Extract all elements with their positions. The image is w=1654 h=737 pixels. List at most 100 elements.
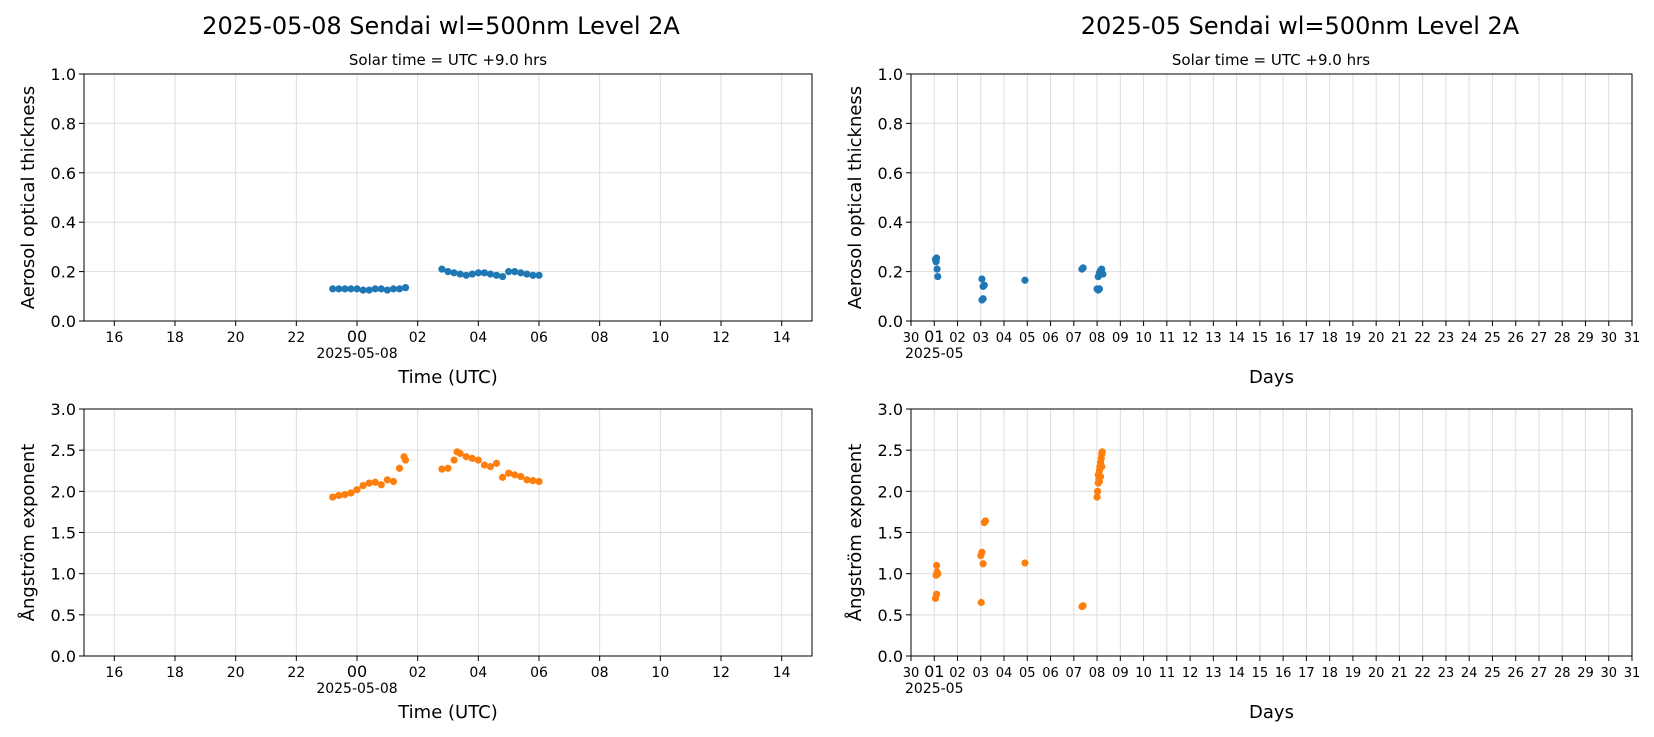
daily-angstrom-chart: 0.0 0.5 1.0 1.5 2.0 2.5 3.0 16 18 20 22 00 02 04 06 08 1…: [17, 400, 813, 723]
y-axis-label: Aerosol optical thickness: [18, 86, 39, 309]
data-point: [335, 285, 343, 293]
plot-frame: [910, 408, 1633, 657]
y-tick-label: 0.2: [51, 263, 76, 282]
x-tick-label: 20: [227, 665, 245, 681]
x-tick-label: 10: [651, 330, 669, 346]
monthly-aod-chart: 0.0 0.2 0.4 0.6 0.8 1.0 30 01 02 03 04 05 06 07 08 09 10…: [845, 65, 1640, 388]
data-point: [492, 459, 501, 467]
x-tick-label: 16: [105, 330, 123, 346]
data-point: [450, 269, 458, 277]
right-figure-title: 2025-05 Sendai wl=500nm Level 2A: [1081, 12, 1520, 40]
x-tick-label: 04: [996, 666, 1013, 681]
daily-aod-chart: 0.0 0.2 0.4 0.6 0.8 1.0 16 18 20 22 00 02 04 06 08 10 12…: [18, 65, 813, 388]
data-point: [359, 481, 367, 490]
x-tick-label: 22: [287, 330, 305, 346]
x-tick-label: 20: [227, 330, 245, 346]
data-point: [511, 268, 519, 276]
x-tick-label: 01: [924, 327, 944, 346]
x-tick-label: 13: [1205, 666, 1222, 681]
data-point: [1098, 463, 1106, 471]
data-point: [499, 272, 507, 281]
x-tick-label: 28: [1554, 666, 1571, 681]
data-point: [1096, 266, 1105, 274]
data-point: [389, 285, 397, 293]
right-subtitle: Solar time = UTC +9.0 hrs: [1172, 51, 1370, 69]
x-tick-label: 15: [1252, 331, 1269, 346]
data-point: [438, 465, 446, 473]
x-tick-label: 14: [773, 330, 791, 346]
x-tick-label: 10: [1135, 331, 1152, 346]
x-tick-label: 19: [1345, 331, 1362, 346]
x-tick-label: 27: [1531, 666, 1548, 681]
plot-frame: [910, 73, 1633, 322]
data-point: [1021, 276, 1029, 284]
x-tick-label: 11: [1159, 331, 1176, 346]
data-point: [529, 477, 537, 485]
x-tick-label: 13: [1205, 331, 1222, 346]
x-tick-label: 12: [1182, 331, 1199, 346]
x-tick-label: 02: [409, 330, 427, 346]
x-tick-label: 03: [973, 666, 990, 681]
x-tick-label: 22: [1414, 331, 1431, 346]
data-point: [486, 463, 495, 471]
x-tick-label: 20: [1368, 331, 1385, 346]
x-tick-label: 31: [1624, 666, 1641, 681]
data-point: [456, 270, 464, 278]
data-point: [480, 461, 488, 469]
data-point: [932, 561, 941, 570]
x-tick-label: 17: [1298, 666, 1315, 681]
data-point: [980, 281, 988, 289]
data-point: [377, 285, 385, 293]
data-point: [517, 472, 525, 481]
x-tick-label: 21: [1391, 331, 1408, 346]
data-point: [371, 478, 379, 486]
data-point: [474, 269, 482, 277]
x-tick-label: 02: [949, 331, 966, 346]
x-tick-label: 16: [1275, 666, 1292, 681]
x-tick-label: 07: [1066, 331, 1083, 346]
x-tick-label: 18: [1321, 331, 1338, 346]
data-point: [347, 489, 355, 497]
data-point: [979, 295, 987, 303]
x-tick-label: 06: [530, 665, 548, 681]
x-tick-label: 03: [973, 331, 990, 346]
data-point: [1021, 559, 1029, 567]
x-tick-label: 31: [1624, 331, 1641, 346]
x-tick-label: 29: [1577, 666, 1594, 681]
data-point: [934, 272, 942, 281]
x-tick-label: 15: [1252, 666, 1269, 681]
x-tick-label: 08: [591, 330, 609, 346]
data-point: [979, 560, 987, 568]
x-tick-label: 25: [1484, 666, 1501, 681]
x-tick-label: 10: [651, 665, 669, 681]
x-sub-label: 2025-05-08: [316, 681, 397, 697]
data-point: [932, 590, 941, 598]
data-point: [359, 286, 367, 294]
x-tick-label: 26: [1507, 666, 1524, 681]
data-point: [517, 269, 525, 277]
data-point: [371, 285, 379, 293]
x-tick-label: 01: [924, 662, 944, 681]
data-point: [377, 481, 385, 489]
x-tick-label: 24: [1461, 331, 1478, 346]
y-tick-label: 1.0: [878, 65, 903, 84]
monthly-angstrom-chart: 0.0 0.5 1.0 1.5 2.0 2.5 3.0 30 01 02 03 04 05 06 07 08 0…: [844, 400, 1640, 723]
y-tick-label: 0.8: [878, 114, 903, 133]
data-point: [383, 286, 391, 294]
data-point: [523, 476, 531, 484]
data-point: [462, 271, 470, 279]
data-point: [978, 548, 986, 556]
x-tick-label: 04: [469, 330, 487, 346]
data-point: [1093, 493, 1101, 501]
x-axis-label: Time (UTC): [397, 367, 498, 388]
data-point: [468, 270, 476, 278]
data-point: [1096, 472, 1105, 481]
data-point: [401, 284, 410, 292]
x-axis-label: Time (UTC): [397, 702, 498, 723]
data-point: [347, 285, 355, 293]
y-tick-label: 0.0: [51, 312, 76, 331]
x-tick-label: 06: [1042, 331, 1059, 346]
x-tick-label: 12: [712, 665, 730, 681]
data-point: [450, 456, 458, 464]
x-tick-label: 06: [1042, 666, 1059, 681]
